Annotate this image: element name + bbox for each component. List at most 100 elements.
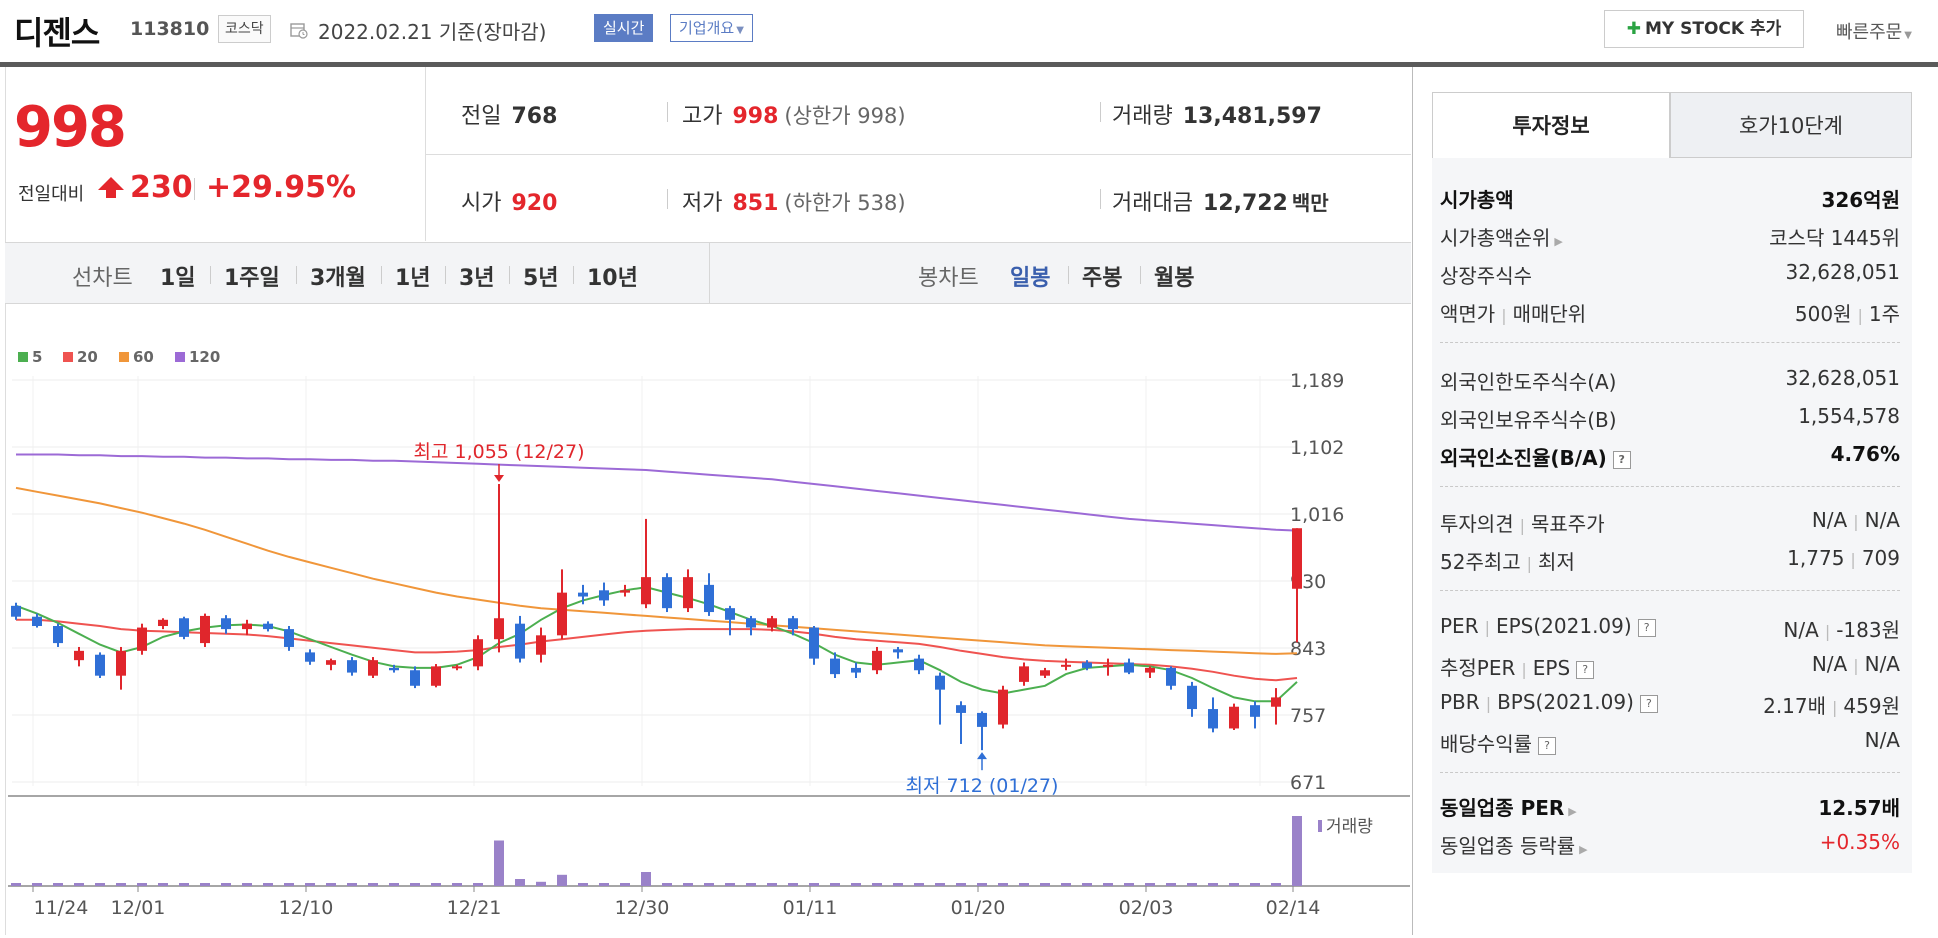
quick-order-label: 빠른주문 (1836, 22, 1903, 43)
period-1w[interactable]: 1주일 (224, 266, 280, 291)
divider (210, 266, 211, 284)
dividend-value: N/A (1864, 728, 1900, 752)
help-icon[interactable]: ? (1639, 695, 1658, 713)
period-1d[interactable]: 1일 (160, 266, 196, 291)
period-5y[interactable]: 5년 (523, 266, 559, 291)
period-3m[interactable]: 3개월 (310, 266, 366, 291)
change-label: 전일대비 (18, 184, 85, 205)
candle-body (1103, 664, 1113, 667)
candle-body (200, 615, 210, 644)
pbr-label: PBR (1440, 690, 1480, 714)
legend-swatch (18, 352, 28, 362)
high-arrow-head (494, 474, 504, 482)
divider: | (1853, 656, 1859, 675)
rank-value: 코스닥 1445위 (1769, 226, 1900, 250)
industry-rate-link[interactable]: 동일업종 등락률 ▶ (1440, 830, 1588, 859)
volume-bar (116, 883, 126, 886)
x-tick-label: 11/24 (34, 897, 89, 919)
amount-unit: 백만 (1291, 191, 1329, 215)
volume-bar (641, 872, 651, 886)
legend-swatch (63, 352, 73, 362)
market-badge: 코스닥 (218, 15, 271, 43)
candle-body (536, 635, 546, 655)
bps-value: 459원 (1843, 694, 1900, 718)
candle-body (1166, 667, 1176, 686)
candle-monthly[interactable]: 월봉 (1154, 266, 1195, 291)
help-icon[interactable]: ? (1576, 661, 1595, 679)
quick-order-dropdown[interactable]: 빠른주문 ▼ (1836, 18, 1912, 44)
period-3y[interactable]: 3년 (459, 266, 495, 291)
add-mystock-button[interactable]: ✚ MY STOCK 추가 (1604, 10, 1804, 48)
candle-body (872, 650, 882, 671)
candle-body (74, 650, 84, 661)
divider (1440, 772, 1900, 773)
tab-invest-info[interactable]: 투자정보 (1432, 92, 1670, 158)
volume-bar (1019, 883, 1029, 886)
divider: | (1824, 622, 1831, 641)
help-icon[interactable]: ? (1612, 451, 1631, 469)
moving-averages (15, 453, 1298, 703)
low-annotation: 최저 712 (01/27) (906, 775, 1059, 797)
high-annotation: 최고 1,055 (12/27) (413, 441, 584, 463)
candle-body (389, 667, 399, 671)
foreign-hold-value: 1,554,578 (1798, 404, 1900, 428)
candle-body (410, 670, 420, 686)
candle-body (1145, 667, 1155, 673)
volume-bar (263, 883, 273, 886)
volume-bar (1166, 883, 1176, 886)
candle-body (914, 658, 924, 671)
tab-order-book[interactable]: 호가10단계 (1670, 92, 1912, 158)
divider (1440, 486, 1900, 487)
volume-bar (1040, 883, 1050, 886)
volume-bar (137, 883, 147, 886)
rank-link[interactable]: 시가총액순위 ▶ (1440, 222, 1563, 251)
volume-bar (11, 883, 21, 886)
est-eps-label: EPS (1532, 656, 1571, 680)
lower-limit: (하한가 538) (784, 191, 906, 215)
candle-weekly[interactable]: 주봉 (1082, 266, 1123, 291)
invest-info-panel (1432, 158, 1912, 873)
industry-per-label: 동일업종 PER (1440, 796, 1565, 820)
legend-label: 20 (77, 348, 98, 366)
y-tick-label: 757 (1290, 705, 1326, 727)
candle-body (1292, 528, 1302, 589)
divider (426, 154, 1411, 155)
foreign-limit-label: 외국인한도주식수(A) (1440, 370, 1617, 394)
candle-body (1187, 685, 1197, 710)
ma60-line (15, 486, 1298, 655)
stock-code: 113810 (130, 18, 210, 40)
candle-body (1229, 706, 1239, 729)
volume-bar (872, 883, 882, 886)
period-1y[interactable]: 1년 (395, 266, 431, 291)
industry-per-link[interactable]: 동일업종 PER ▶ (1440, 792, 1577, 821)
w52-high-label: 52주최고 (1440, 550, 1521, 574)
plus-icon: ✚ (1626, 19, 1641, 39)
foreign-hold-label: 외국인보유주식수(B) (1440, 408, 1617, 432)
volume: 거래량 13,481,597 (1112, 98, 1322, 130)
candle-body (158, 619, 168, 627)
candles (11, 483, 1302, 751)
volume-bar (767, 883, 777, 886)
volume-bar (1103, 883, 1113, 886)
candle-daily[interactable]: 일봉 (1010, 266, 1051, 291)
trade-unit-value: 1주 (1868, 302, 1900, 326)
opinion-label: 투자의견 (1440, 512, 1514, 536)
est-per-value: N/A (1811, 652, 1848, 676)
market-cap-label: 시가총액 (1440, 188, 1514, 212)
period-10y[interactable]: 10년 (587, 266, 638, 291)
corp-overview-dropdown[interactable]: 기업개요 ▼ (670, 14, 753, 42)
low-value: 851 (732, 191, 779, 216)
volume-legend-swatch (1318, 820, 1322, 832)
w52-low-value: 709 (1861, 546, 1900, 570)
help-icon[interactable]: ? (1538, 737, 1556, 755)
shares-label: 상장주식수 (1440, 264, 1532, 288)
volume-bar (683, 883, 693, 886)
volume-bar (557, 874, 567, 886)
base-date: 2022.02.21 기준(장마감) (318, 20, 547, 44)
help-icon[interactable]: ? (1637, 619, 1656, 637)
amount-value: 12,722 (1202, 191, 1288, 216)
divider (573, 266, 574, 284)
realtime-button[interactable]: 실시간 (594, 14, 654, 42)
divider (1140, 266, 1141, 284)
